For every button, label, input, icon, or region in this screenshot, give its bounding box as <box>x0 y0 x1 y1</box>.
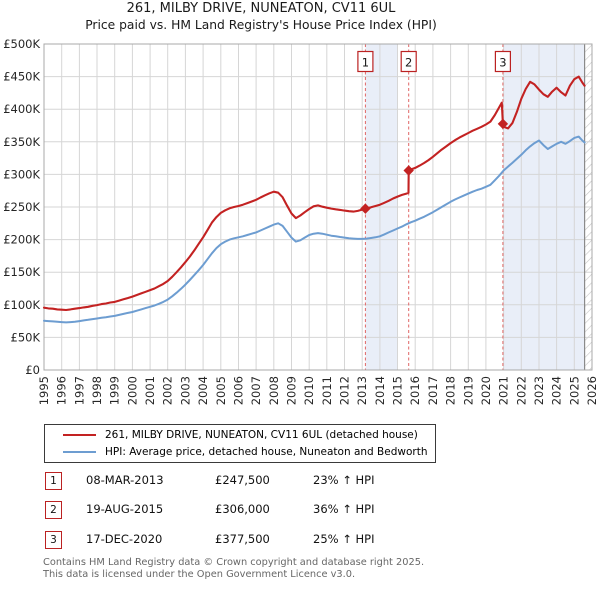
x-axis-tick-label: 2016 <box>408 376 422 405</box>
legend-item-property: 261, MILBY DRIVE, NUNEATON, CV11 6UL (de… <box>45 429 435 441</box>
legend-blue-line-swatch <box>63 450 96 453</box>
price-chart-svg: 1 2 3 £0 £50K £100K £150K £200K £250K £300K £350K £… <box>3 37 599 405</box>
y-axis-tick-label: £50K <box>11 330 41 344</box>
sale-number-box <box>400 50 417 73</box>
x-axis-tick-label: 1998 <box>90 376 104 405</box>
legend-label-property: 261, MILBY DRIVE, NUNEATON, CV11 6UL (de… <box>105 429 418 442</box>
sale-2-vs-hpi: 36% ↑ HPI <box>313 502 375 516</box>
y-axis-tick-label: £100K <box>3 298 40 312</box>
y-axis-tick-label: £250K <box>3 200 40 214</box>
x-axis-tick-label: 2025 <box>567 376 581 405</box>
x-axis-tick-label: 2022 <box>514 376 528 405</box>
y-axis-tick-label: £450K <box>3 70 40 84</box>
sale-number-label: 3 <box>499 56 506 70</box>
sale-marker-diamond <box>497 118 509 130</box>
legend: 261, MILBY DRIVE, NUNEATON, CV11 6UL (de… <box>44 424 436 463</box>
sale-2-date: 19-AUG-2015 <box>86 502 164 516</box>
y-axis-tick-label: £400K <box>3 102 40 116</box>
x-axis-tick-label: 2019 <box>461 376 475 405</box>
sale-1-number-badge: 1 <box>45 472 62 490</box>
footer-line-2: This data is licensed under the Open Gov… <box>43 568 356 580</box>
y-axis-tick-label: £300K <box>3 167 40 181</box>
x-axis-tick-label: 2026 <box>585 376 599 405</box>
x-axis-tick-label: 2001 <box>143 376 157 405</box>
x-axis-tick-label: 2021 <box>497 376 511 405</box>
sale-number-label: 2 <box>405 56 412 70</box>
footer-line-1: Contains HM Land Registry data © Crown c… <box>43 557 425 568</box>
x-axis-tick-label: 2010 <box>302 376 316 405</box>
y-axis-tick-label: £0 <box>25 363 40 377</box>
sale-3-number-badge: 3 <box>45 531 62 549</box>
sale-1-price: £247,500 <box>215 473 270 487</box>
sale-3-vs-hpi: 25% ↑ HPI <box>313 532 375 546</box>
license-footer: Contains HM Land Registry data © Crown c… <box>43 557 424 580</box>
x-axis-tick-label: 2023 <box>532 376 546 405</box>
page-title: 261, MILBY DRIVE, NUNEATON, CV11 6UL <box>126 1 396 16</box>
x-axis-tick-label: 2017 <box>426 376 440 405</box>
plot-border <box>43 43 593 371</box>
y-axis-tick-label: £200K <box>3 233 40 247</box>
sale-row-3: 3 17-DEC-2020 £377,500 25% ↑ HPI <box>0 531 600 549</box>
x-axis-tick-label: 2011 <box>320 376 334 405</box>
y-axis-tick-label: £350K <box>3 135 40 149</box>
x-axis-tick-label: 1999 <box>108 376 122 405</box>
x-axis-tick-label: 2013 <box>355 376 369 405</box>
x-axis-tick-label: 2005 <box>214 376 228 405</box>
legend-item-hpi: HPI: Average price, detached house, Nune… <box>45 446 435 458</box>
x-axis-tick-label: 2012 <box>338 376 352 405</box>
sale-1-date: 08-MAR-2013 <box>86 473 164 487</box>
sale-2-price: £306,000 <box>215 502 270 516</box>
y-axis-tick-label: £500K <box>3 37 40 51</box>
sale-marker-diamond <box>360 203 371 214</box>
sale-2-number-badge: 2 <box>45 501 62 519</box>
sale-3-price: £377,500 <box>215 532 270 546</box>
x-axis-tick-label: 2002 <box>161 376 175 405</box>
chart-titles: 261, MILBY DRIVE, NUNEATON, CV11 6UL Pri… <box>0 0 522 33</box>
x-axis-tick-label: 1997 <box>72 376 86 405</box>
x-axis-tick-label: 1995 <box>37 376 51 405</box>
x-axis-tick-label: 2015 <box>391 376 405 405</box>
sale-row-1: 1 08-MAR-2013 £247,500 23% ↑ HPI <box>0 472 600 490</box>
sale-number-label: 1 <box>362 56 369 70</box>
x-axis-tick-label: 2014 <box>373 376 387 405</box>
series-hpi-line <box>43 135 586 324</box>
page-subtitle: Price paid vs. HM Land Registry's House … <box>85 18 437 32</box>
x-axis-tick-label: 2020 <box>479 376 493 405</box>
x-axis-tick-label: 2024 <box>550 376 564 405</box>
sale-3-date: 17-DEC-2020 <box>86 532 163 546</box>
sale-1-vs-hpi: 23% ↑ HPI <box>313 473 375 487</box>
x-axis-tick-label: 2009 <box>285 376 299 405</box>
sale-marker-diamond <box>403 165 414 176</box>
legend-red-line-swatch <box>63 434 96 437</box>
x-axis-tick-label: 2004 <box>196 376 210 405</box>
x-axis-tick-label: 2000 <box>125 376 139 405</box>
x-axis-tick-label: 1996 <box>55 376 69 405</box>
x-axis-tick-label: 2018 <box>444 376 458 405</box>
legend-label-hpi: HPI: Average price, detached house, Nune… <box>105 445 428 458</box>
x-axis-tick-label: 2007 <box>249 376 263 405</box>
y-axis-tick-label: £150K <box>3 265 40 279</box>
x-axis-tick-label: 2008 <box>267 376 281 405</box>
x-axis-tick-label: 2003 <box>178 376 192 405</box>
sale-row-2: 2 19-AUG-2015 £306,000 36% ↑ HPI <box>0 501 600 519</box>
series-property-price-line <box>42 75 586 312</box>
x-axis-tick-label: 2006 <box>232 376 246 405</box>
sale-number-box <box>494 50 511 73</box>
sale-number-box <box>357 50 374 73</box>
